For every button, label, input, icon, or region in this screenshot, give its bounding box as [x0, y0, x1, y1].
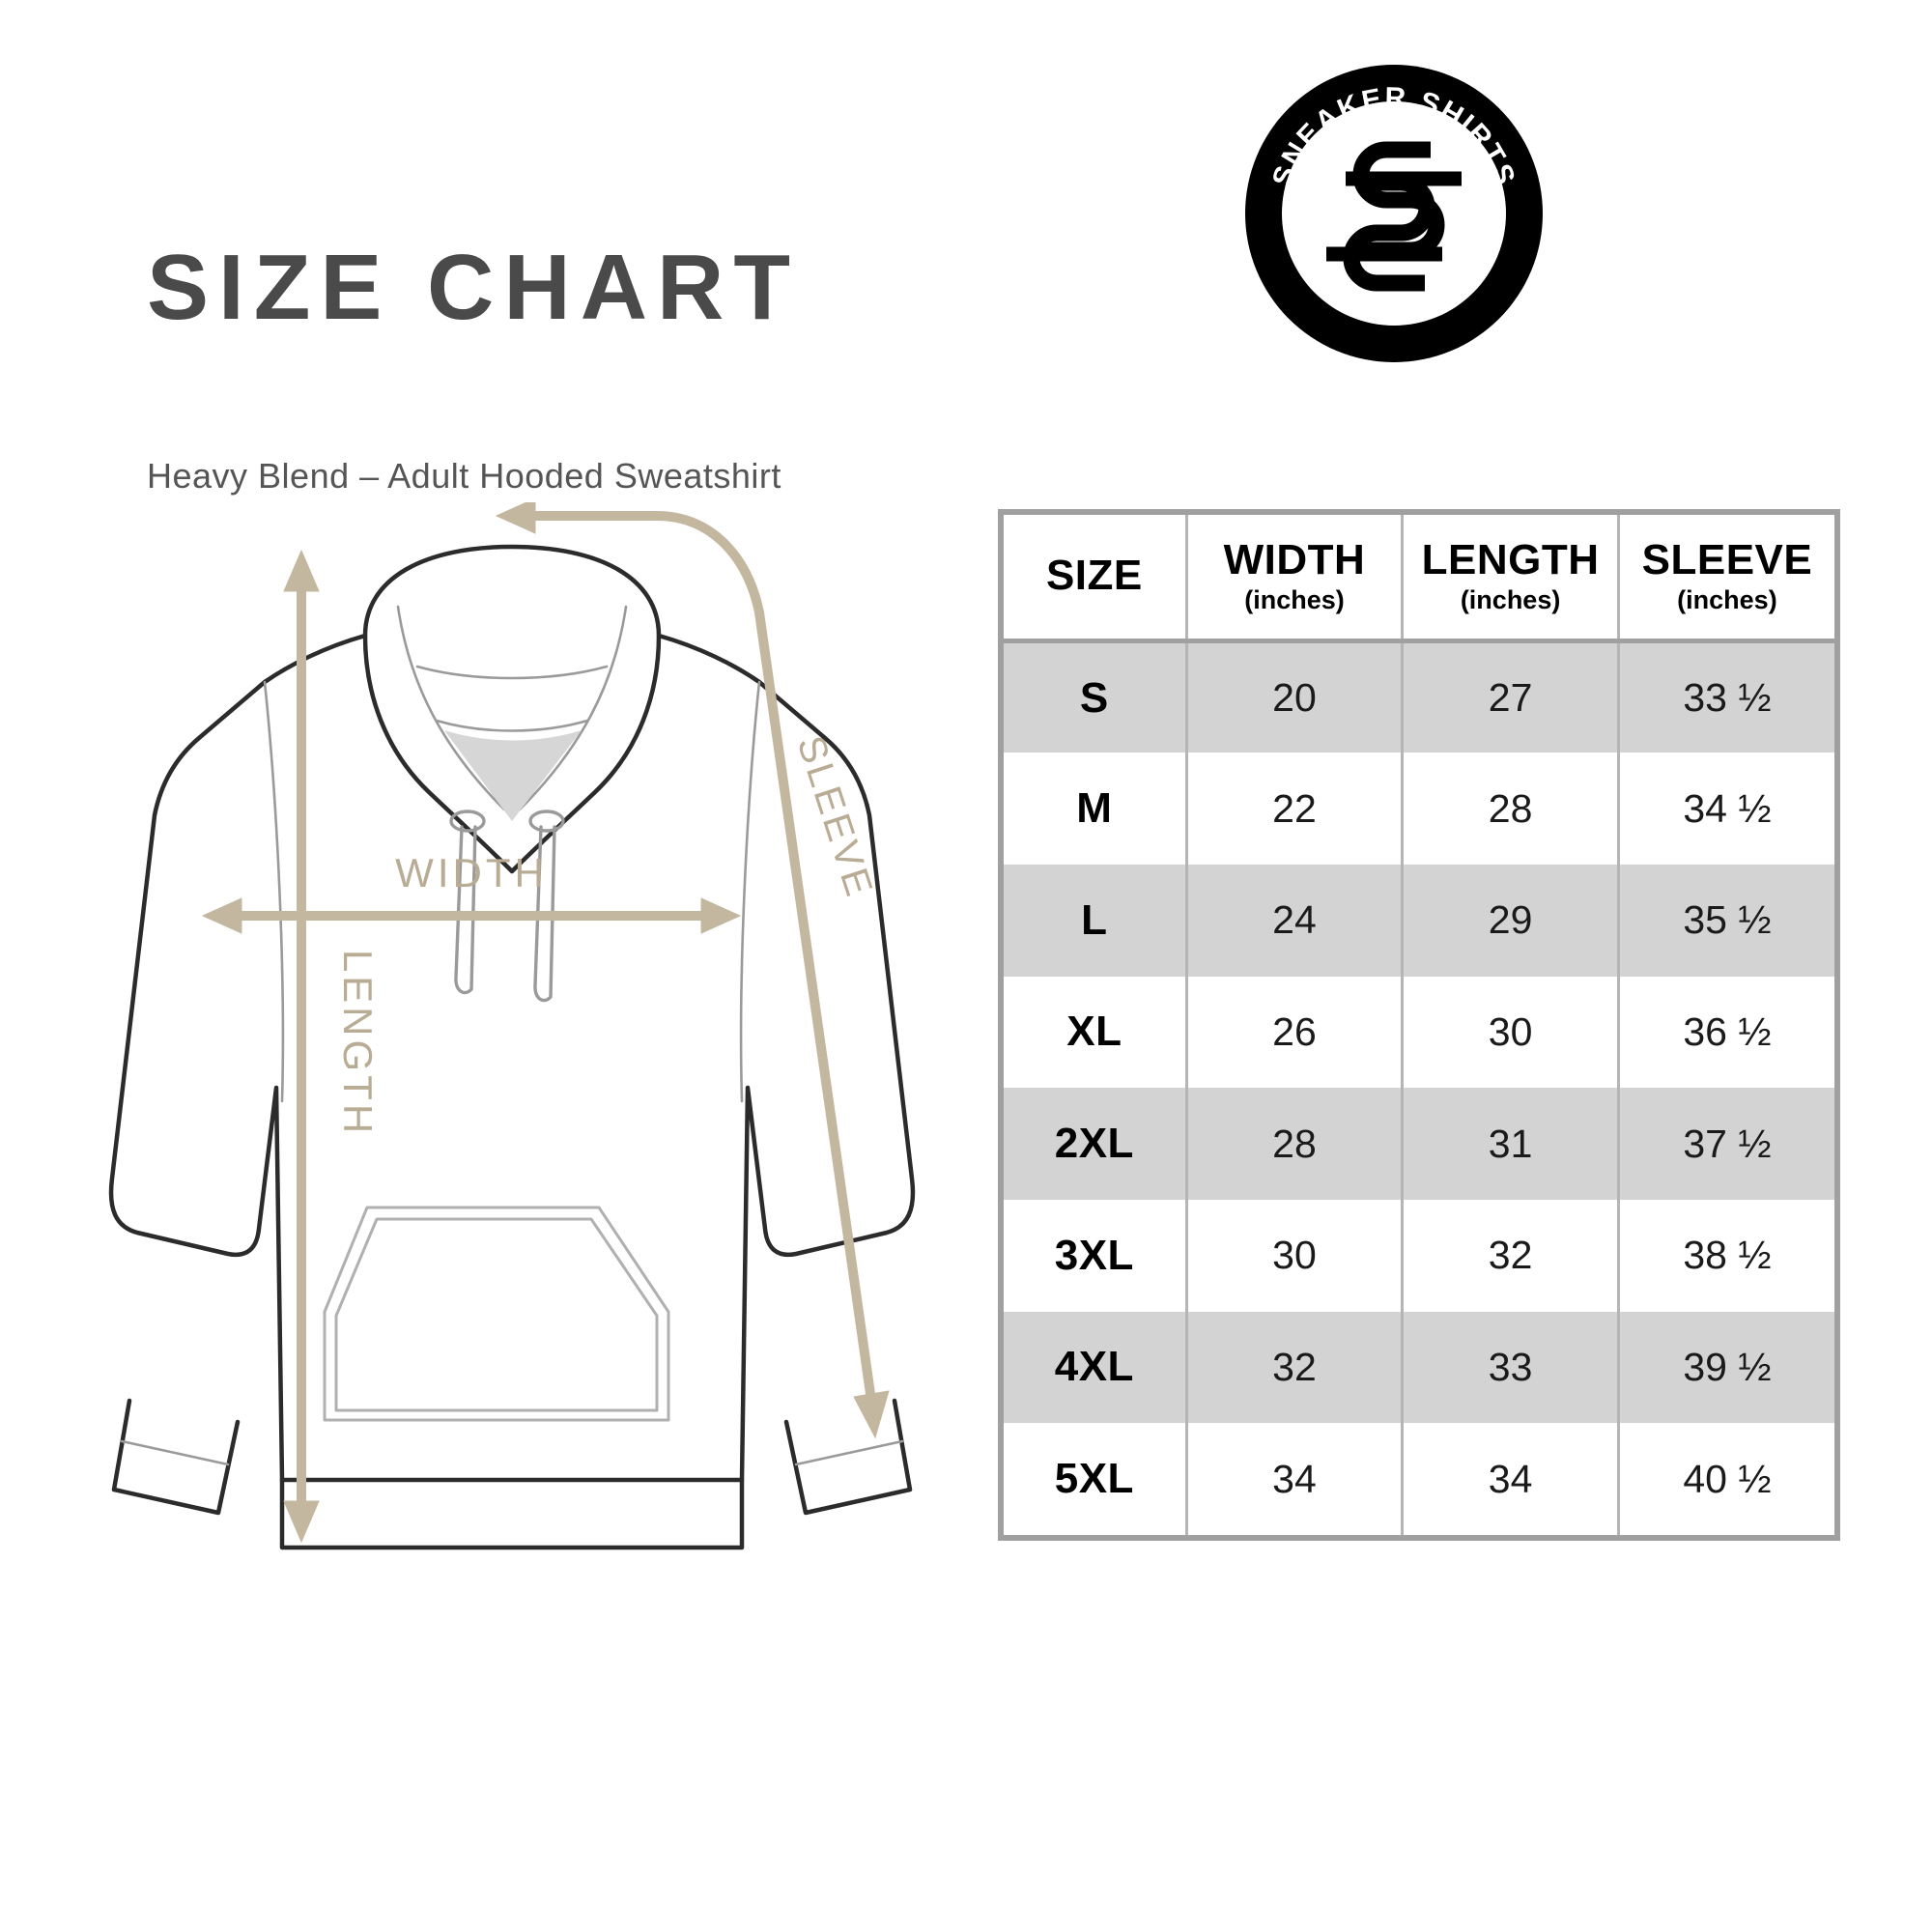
cell-width: 26: [1184, 976, 1405, 1089]
cell-sleeve: 37 ½: [1616, 1088, 1834, 1200]
sleeve-arrow: [495, 502, 890, 1439]
brand-logo: SNEAKER SHIRTS OUTLET.COM: [1241, 61, 1547, 366]
column-header-width: WIDTH (inches): [1184, 515, 1405, 643]
right-cuff-seam: [794, 1439, 904, 1466]
hood-band-upper: [415, 665, 609, 680]
page-title: SIZE CHART: [147, 236, 800, 339]
hood-inner-seam-left: [396, 605, 506, 811]
column-header-sleeve-unit: (inches): [1677, 584, 1777, 614]
cell-size: 2XL: [1004, 1088, 1188, 1200]
cell-size: XL: [1004, 976, 1188, 1089]
cell-length: 33: [1401, 1311, 1620, 1424]
cell-sleeve: 35 ½: [1616, 864, 1834, 977]
column-header-size-label: SIZE: [1045, 551, 1143, 599]
cell-width: 22: [1184, 753, 1405, 865]
cell-length: 34: [1401, 1423, 1620, 1535]
table-row: 4XL 32 33 39 ½: [1004, 1311, 1834, 1424]
cell-size: M: [1004, 753, 1188, 865]
cell-size: S: [1004, 640, 1188, 753]
right-cuff: [783, 1398, 913, 1516]
cell-size: 5XL: [1004, 1423, 1188, 1535]
hoodie-illustration: WIDTH LENGTH SLEEVE: [58, 502, 966, 1565]
left-cuff-seam: [120, 1439, 230, 1466]
hood-inner-seam-right: [518, 605, 628, 811]
shoulder-seam-right: [739, 680, 761, 1103]
cell-width: 30: [1184, 1199, 1405, 1312]
hood-outline: [362, 544, 662, 874]
cell-sleeve: 38 ½: [1616, 1199, 1834, 1312]
table-row: XL 26 30 36 ½: [1004, 976, 1834, 1089]
column-header-length: LENGTH (inches): [1401, 515, 1620, 643]
table-row: L 24 29 35 ½: [1004, 864, 1834, 977]
logo-inner-disc: [1282, 101, 1506, 326]
table-row: 5XL 34 34 40 ½: [1004, 1423, 1834, 1535]
cell-width: 32: [1184, 1311, 1405, 1424]
table-row: 2XL 28 31 37 ½: [1004, 1088, 1834, 1200]
cell-size: 4XL: [1004, 1311, 1188, 1424]
column-header-width-unit: (inches): [1244, 584, 1345, 614]
bottom-hem: [279, 1477, 745, 1550]
cell-width: 34: [1184, 1423, 1405, 1535]
logo-monogram-ss: [1326, 141, 1462, 292]
left-cuff: [111, 1398, 241, 1516]
length-arrow: [283, 549, 320, 1544]
table-header-row: SIZE WIDTH (inches) LENGTH (inches) SLEE…: [1004, 515, 1834, 643]
cell-sleeve: 36 ½: [1616, 976, 1834, 1089]
column-header-length-unit: (inches): [1460, 584, 1561, 614]
column-header-sleeve-label: SLEEVE: [1641, 536, 1813, 584]
size-chart-table: SIZE WIDTH (inches) LENGTH (inches) SLEE…: [998, 509, 1840, 1541]
label-length: LENGTH: [335, 950, 381, 1137]
cell-length: 31: [1401, 1088, 1620, 1200]
table-row: 3XL 30 32 38 ½: [1004, 1199, 1834, 1312]
cell-size: 3XL: [1004, 1199, 1188, 1312]
page-subtitle: Heavy Blend – Adult Hooded Sweatshirt: [147, 456, 781, 496]
cell-width: 28: [1184, 1088, 1405, 1200]
kangaroo-pocket: [323, 1206, 670, 1422]
column-header-width-label: WIDTH: [1223, 536, 1366, 584]
hood-band-lower: [435, 719, 589, 732]
column-header-sleeve: SLEEVE (inches): [1616, 515, 1834, 643]
cell-sleeve: 39 ½: [1616, 1311, 1834, 1424]
cell-length: 32: [1401, 1199, 1620, 1312]
hood-neck-inset: [444, 730, 582, 821]
measure-arrows: [201, 502, 890, 1544]
table-row: M 22 28 34 ½: [1004, 753, 1834, 865]
drawstrings: [449, 810, 565, 1003]
table-row: S 20 27 33 ½: [1004, 640, 1834, 753]
cell-width: 24: [1184, 864, 1405, 977]
width-arrow: [201, 897, 742, 934]
label-width: WIDTH: [395, 850, 548, 895]
cell-length: 30: [1401, 976, 1620, 1089]
cell-width: 20: [1184, 640, 1405, 753]
cell-sleeve: 34 ½: [1616, 753, 1834, 865]
column-header-size: SIZE: [1004, 515, 1188, 643]
cell-sleeve: 33 ½: [1616, 640, 1834, 753]
cell-length: 28: [1401, 753, 1620, 865]
label-sleeve: SLEEVE: [789, 731, 882, 904]
shoulder-seam-left: [263, 680, 285, 1103]
cell-length: 29: [1401, 864, 1620, 977]
body-outline: [108, 633, 916, 1483]
cell-size: L: [1004, 864, 1188, 977]
cell-sleeve: 40 ½: [1616, 1423, 1834, 1535]
column-header-length-label: LENGTH: [1421, 536, 1600, 584]
cell-length: 27: [1401, 640, 1620, 753]
